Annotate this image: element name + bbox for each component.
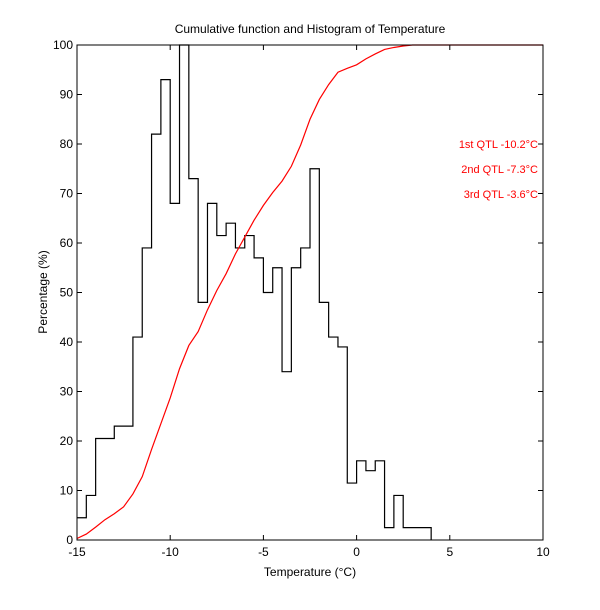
y-tick-label: 30 [60,385,74,399]
x-tick-label: 0 [353,545,360,559]
y-tick-label: 20 [60,434,74,448]
plot-background [77,45,543,540]
chart-title: Cumulative function and Histogram of Tem… [175,22,446,36]
plot-area [77,45,543,540]
series-layer [76,44,543,540]
annotations: 1st QTL -10.2°C 2nd QTL -7.3°C 3rd QTL -3.… [459,139,538,201]
y-tick-label: 80 [60,137,74,151]
x-tick-label: 5 [446,545,453,559]
histogram-series-line [77,44,432,540]
y-tick-label: 50 [60,286,74,300]
x-tick-label: 10 [536,545,550,559]
x-tick-label: -5 [258,545,269,559]
y-axis-label: Percentage (%) [36,250,50,333]
cumulative-series-line [76,44,543,540]
y-tick-label: 10 [60,484,74,498]
y-tick-label: 90 [60,88,74,102]
quartile-annotation: 2nd QTL -7.3°C [461,164,538,176]
quartile-annotation: 1st QTL -10.2°C [459,139,538,151]
x-axis-label: Temperature (°C) [264,565,356,579]
quartile-annotation: 3rd QTL -3.6°C [464,189,538,201]
y-tick-label: 40 [60,335,74,349]
y-tick-label: 100 [53,38,73,52]
y-tick-label: 0 [66,533,73,547]
plot-frame [76,44,544,541]
x-tick-label: -15 [68,545,86,559]
y-tick-label: 70 [60,187,74,201]
y-tick-label: 60 [60,236,74,250]
x-tick-label: -10 [162,545,180,559]
